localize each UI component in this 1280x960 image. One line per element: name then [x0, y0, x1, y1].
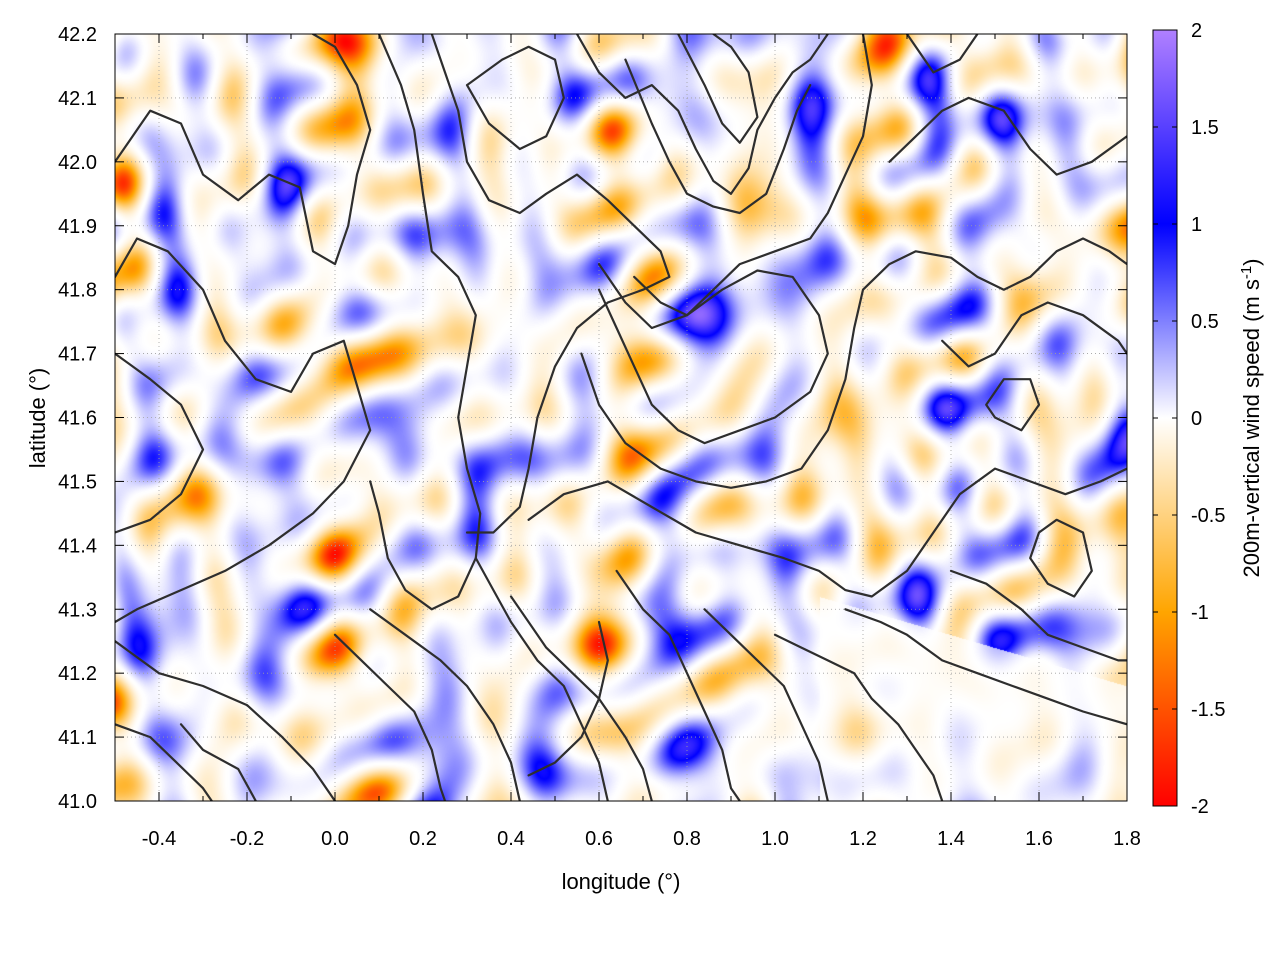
- contour-line: [949, 569, 1127, 662]
- x-tick-label: 1.4: [937, 828, 965, 850]
- contour-line: [333, 633, 447, 801]
- x-tick-label: 0.8: [673, 828, 701, 850]
- colorbar-tick-label: -2: [1191, 796, 1209, 818]
- contour-line: [115, 237, 372, 624]
- colorbar-label-main: 200m-vertical wind speed (m s: [1239, 279, 1264, 577]
- contour-line: [1029, 518, 1093, 598]
- contour-line: [624, 58, 812, 215]
- colorbar-tick-label: -1.5: [1191, 699, 1225, 721]
- colorbar-tick-label: -1: [1191, 602, 1209, 624]
- x-tick-label: 0.6: [585, 828, 613, 850]
- contour-line: [703, 608, 829, 801]
- y-tick-label: 41.1: [58, 727, 97, 749]
- y-tick-label: 41.4: [58, 535, 97, 557]
- plot-area: [114, 33, 1128, 802]
- contour-line: [677, 34, 759, 144]
- x-tick-label: 0.0: [321, 828, 349, 850]
- y-tick-label: 42.1: [58, 88, 97, 110]
- contour-line: [465, 45, 565, 151]
- contour-line: [527, 467, 1127, 598]
- x-tick-label: -0.4: [142, 828, 176, 850]
- contour-line: [580, 237, 1127, 489]
- y-tick-label: 42.0: [58, 152, 97, 174]
- y-tick-label: 41.7: [58, 344, 97, 366]
- colorbar-label-sup: -1: [1238, 266, 1255, 279]
- x-tick-label: -0.2: [230, 828, 264, 850]
- y-tick-label: 41.8: [58, 280, 97, 302]
- contour-line: [527, 620, 609, 777]
- contour-line: [474, 557, 609, 801]
- contour-line: [115, 352, 205, 534]
- contour-line: [115, 34, 372, 266]
- y-tick-label: 41.2: [58, 663, 97, 685]
- x-tick-label: 1.2: [849, 828, 877, 850]
- y-tick-label: 41.3: [58, 599, 97, 621]
- x-tick-label: 1.6: [1025, 828, 1053, 850]
- colorbar-ticks: 2 1.5 1 0.5 0 -0.5 -1 -1.5 -2: [1153, 20, 1225, 818]
- contour-line: [575, 34, 829, 195]
- y-axis-label: latitude (°): [25, 368, 50, 469]
- contour-line: [597, 263, 829, 445]
- colorbar-tick-label: -0.5: [1191, 505, 1225, 527]
- colorbar-frame: [1152, 29, 1178, 807]
- y-tick-label: 42.2: [58, 24, 97, 46]
- x-tick-label: 0.4: [497, 828, 525, 850]
- y-tick-label: 41.9: [58, 216, 97, 238]
- contour-line: [509, 595, 653, 801]
- y-axis: 41.0 41.1 41.2 41.3 41.4 41.5 41.6 41.7 41.8 41.9…: [58, 24, 1127, 813]
- contour-line: [985, 378, 1041, 432]
- contour-line: [179, 723, 257, 801]
- contour-line: [888, 96, 1127, 176]
- x-axis: -0.4 -0.2 0.0 0.2 0.4 0.6 0.8 1.0 1.2 1.4 1.6 1.8: [142, 34, 1141, 850]
- colorbar-label: 200m-vertical wind speed (m s-1): [1238, 258, 1265, 577]
- x-tick-label: 1.8: [1113, 828, 1141, 850]
- y-tick-label: 41.0: [58, 791, 97, 813]
- contour-line: [905, 34, 979, 74]
- contour-line: [369, 34, 482, 611]
- contour-line: [773, 633, 944, 801]
- contour-line: [941, 301, 1127, 368]
- colorbar-tick-label: 1: [1191, 214, 1202, 236]
- contour-line: [615, 569, 741, 801]
- colorbar-tick-label: 1.5: [1191, 117, 1219, 139]
- contour-line: [369, 608, 521, 801]
- y-tick-label: 41.6: [58, 408, 97, 430]
- x-tick-label: 0.2: [409, 828, 437, 850]
- contour-line: [115, 640, 337, 801]
- contour-line: [430, 34, 671, 534]
- colorbar-tick-label: 2: [1191, 20, 1202, 42]
- colorbar: 2 1.5 1 0.5 0 -0.5 -1 -1.5 -2: [1152, 20, 1225, 818]
- colorbar-tick-label: 0.5: [1191, 311, 1219, 333]
- contour-line: [633, 34, 873, 317]
- x-tick-label: 1.0: [761, 828, 789, 850]
- colorbar-tick-label: 0: [1191, 408, 1202, 430]
- y-tick-label: 41.5: [58, 471, 97, 493]
- contour-lines: [115, 34, 1127, 801]
- colorbar-label-close: ): [1239, 258, 1264, 265]
- x-axis-label: longitude (°): [562, 869, 681, 894]
- contour-line: [844, 608, 1127, 726]
- contour-line: [115, 723, 213, 801]
